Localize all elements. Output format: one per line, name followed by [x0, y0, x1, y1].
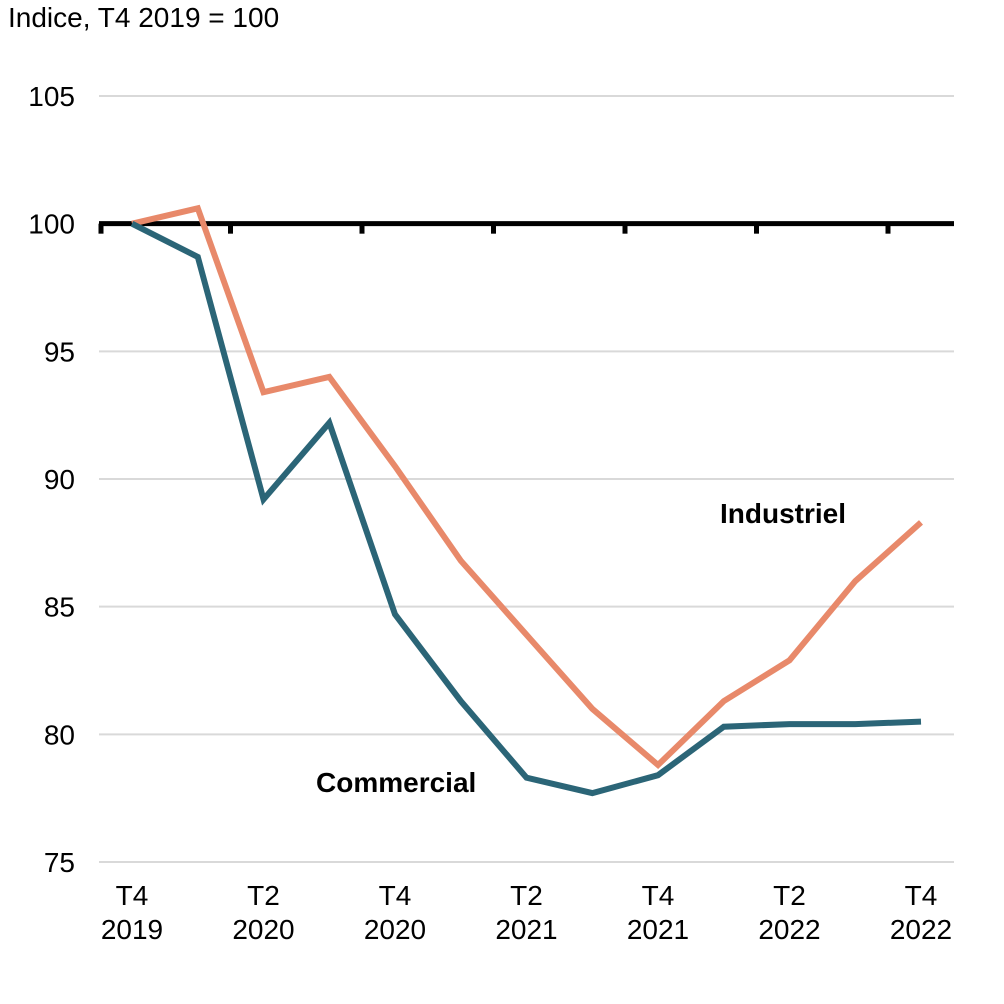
x-tick-label-year: 2020 [232, 914, 294, 945]
reference-line-group [98, 221, 954, 234]
x-tick-label-quarter: T4 [379, 880, 412, 911]
x-tick-label-quarter: T4 [116, 880, 149, 911]
x-tick-label-quarter: T2 [247, 880, 280, 911]
series-line-commercial [130, 221, 922, 797]
gridlines [99, 95, 954, 863]
y-tick-label: 95 [44, 336, 75, 367]
y-tick-label: 100 [28, 209, 75, 240]
y-tick-label: 105 [28, 81, 75, 112]
x-tick-label-quarter: T2 [510, 880, 543, 911]
x-axis-ticks: T42019T22020T42020T22021T42021T22022T420… [101, 880, 952, 945]
x-tick-label-quarter: T4 [905, 880, 938, 911]
x-tick-label-year: 2020 [364, 914, 426, 945]
series-label-commercial: Commercial [316, 767, 476, 798]
y-tick-label: 80 [44, 719, 75, 750]
x-tick-label-year: 2021 [627, 914, 689, 945]
x-tick-label-quarter: T2 [773, 880, 806, 911]
y-tick-label: 75 [44, 847, 75, 878]
y-axis-ticks: 75 80 85 90 95 100 105 [28, 81, 75, 878]
y-tick-label: 90 [44, 464, 75, 495]
x-tick-label-year: 2019 [101, 914, 163, 945]
x-tick-label-year: 2022 [890, 914, 952, 945]
x-tick-label-year: 2022 [758, 914, 820, 945]
x-tick-label-quarter: T4 [642, 880, 675, 911]
series-label-industriel: Industriel [720, 498, 846, 529]
series-lines [130, 204, 923, 797]
y-tick-label: 85 [44, 592, 75, 623]
x-tick-label-year: 2021 [495, 914, 557, 945]
series-line-industriel [131, 204, 923, 770]
y-axis-unit-label: Indice, T4 2019 = 100 [8, 2, 279, 33]
